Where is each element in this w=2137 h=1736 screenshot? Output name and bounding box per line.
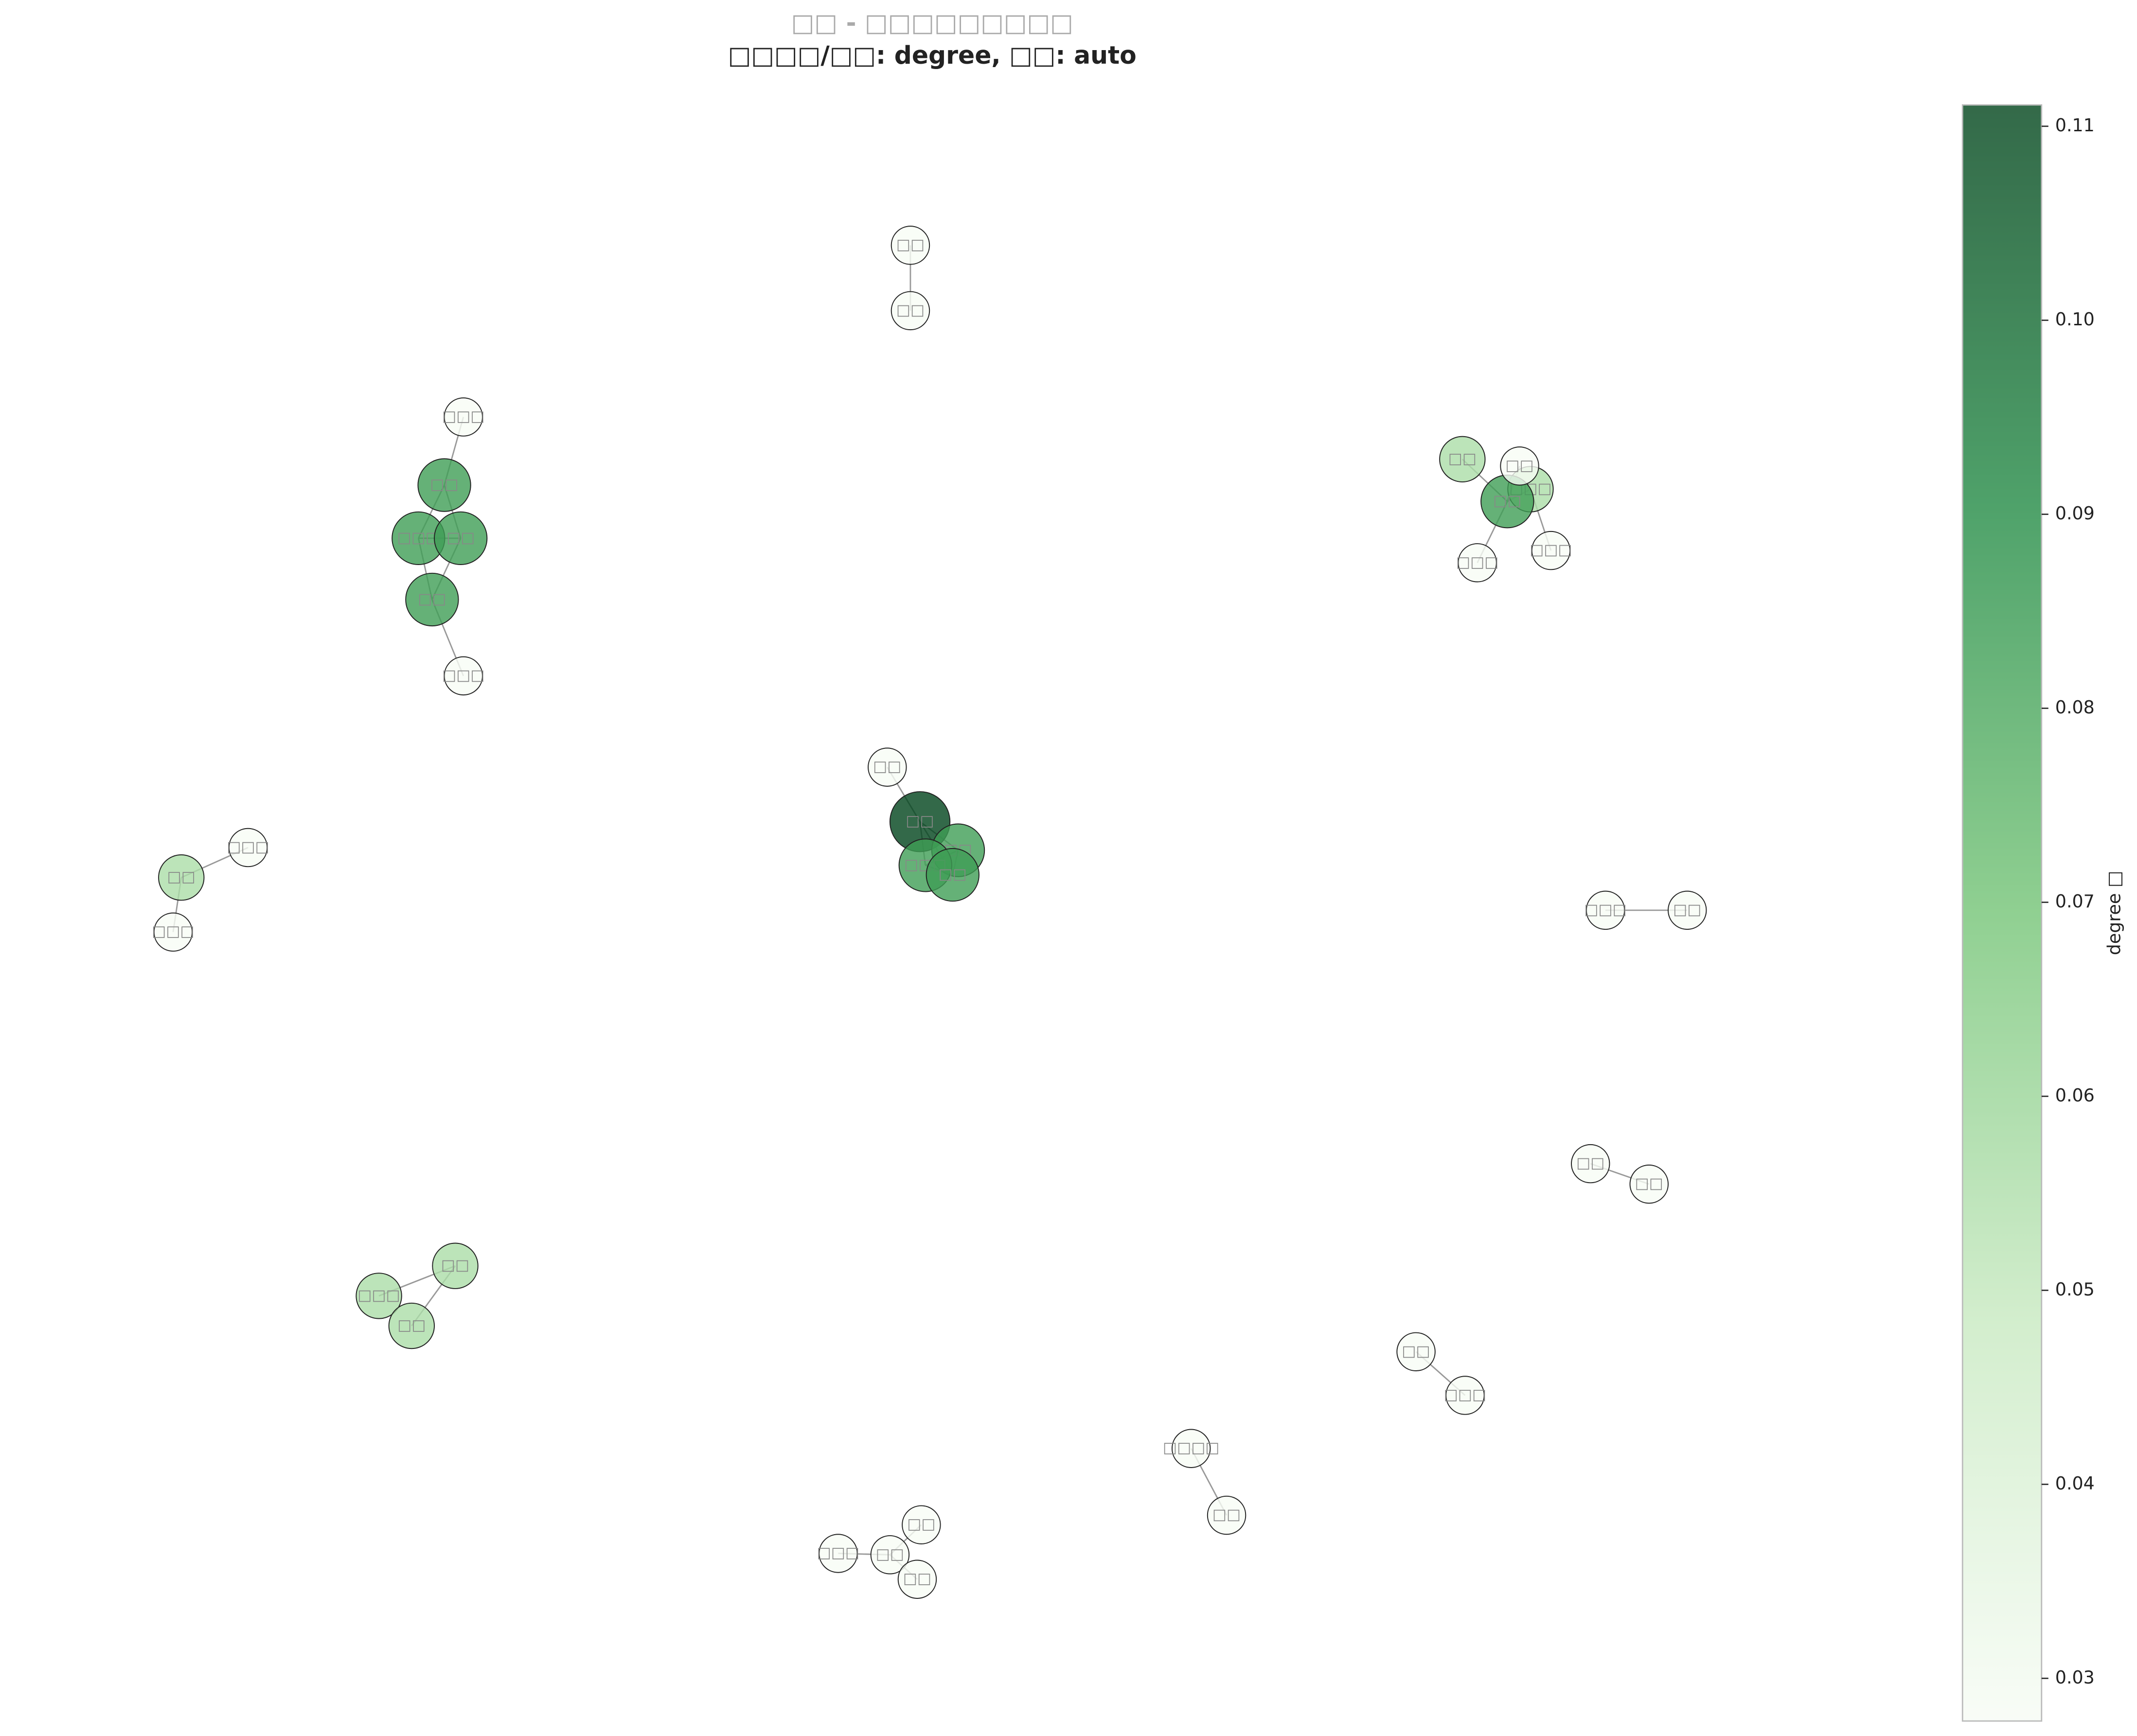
node-label: □□ xyxy=(446,529,475,546)
node xyxy=(1571,1144,1610,1184)
node-label: □□□ xyxy=(442,407,484,425)
node xyxy=(1458,543,1497,583)
node xyxy=(432,1242,479,1289)
node-label: □□□□ xyxy=(1163,1439,1219,1456)
node xyxy=(1531,531,1571,570)
colorbar-tick-label: 0.06 xyxy=(2055,1085,2095,1106)
node-label: □□ xyxy=(896,236,925,253)
node-label: □□ xyxy=(906,812,934,830)
node xyxy=(890,226,930,265)
node-label: □□ xyxy=(1493,492,1521,510)
node-label: □□ xyxy=(903,1570,931,1587)
node xyxy=(868,747,907,787)
node xyxy=(902,1505,941,1544)
node-label: □□ xyxy=(939,866,967,883)
colorbar-tick-label: 0.08 xyxy=(2055,697,2095,718)
node xyxy=(819,1534,858,1573)
colorbar-tick-label: 0.04 xyxy=(2055,1473,2095,1494)
node-label: □□ xyxy=(876,1545,904,1563)
node-label: □□□ xyxy=(1584,901,1626,918)
node-label: □□ xyxy=(167,868,196,886)
node-label: □□ xyxy=(418,590,446,607)
node xyxy=(1500,446,1539,486)
node xyxy=(417,458,471,512)
node xyxy=(158,854,205,901)
node-label: □□□ xyxy=(397,529,440,546)
node xyxy=(153,912,193,952)
node-label: □□□ xyxy=(1456,553,1498,571)
node-label: □□ xyxy=(1673,901,1701,918)
colorbar-fill xyxy=(1961,104,2043,1722)
node-label: □□□ xyxy=(227,838,269,855)
node-label: □□□ xyxy=(1444,1386,1486,1403)
colorbar-tick-label: 0.05 xyxy=(2055,1279,2095,1300)
node-label: □□ xyxy=(1576,1154,1604,1172)
node xyxy=(444,656,483,696)
colorbar-tick-label: 0.10 xyxy=(2055,309,2095,330)
colorbar-tick-label: 0.07 xyxy=(2055,891,2095,912)
node-label: □□ xyxy=(1402,1342,1430,1360)
node xyxy=(1667,890,1707,930)
node xyxy=(890,291,930,331)
node-label: □□ xyxy=(441,1257,469,1274)
colorbar: 0.03 0.04 0.05 0.06 0.07 0.08 0.09 0.10 0.11 xyxy=(1961,104,2095,1722)
node-label: □□ xyxy=(1448,450,1477,467)
node xyxy=(405,572,459,627)
node-label: □□ xyxy=(873,758,901,775)
node xyxy=(1445,1376,1485,1415)
node xyxy=(1629,1164,1669,1204)
node xyxy=(434,511,488,566)
node-label: □□ xyxy=(1505,457,1533,474)
node xyxy=(897,1559,937,1599)
colorbar-label: degree □ xyxy=(2104,871,2125,956)
colorbar-tick-label: 0.03 xyxy=(2055,1667,2095,1688)
node xyxy=(228,828,268,868)
node xyxy=(926,848,979,902)
node-label: □□□ xyxy=(152,922,194,940)
node xyxy=(1439,436,1486,483)
node-label: □□□ xyxy=(442,666,484,684)
chart-subtitle: □□□□/□□: degree, □□: auto xyxy=(728,41,1137,70)
node-label: □□ xyxy=(907,1515,935,1533)
node-label: □□ xyxy=(430,476,458,493)
node xyxy=(1585,890,1625,930)
nodes: □□□□□□□□□□□□ □□□□□□□□□□□□□□□□□□□□□□□□□□□□… xyxy=(152,226,1707,1599)
node-label: □□□ xyxy=(1530,541,1572,559)
node-label: □□□ xyxy=(817,1544,859,1561)
node xyxy=(1396,1332,1436,1371)
chart-title: □□ - □□□□□□□□□ xyxy=(791,8,1073,37)
colorbar-tick-label: 0.11 xyxy=(2055,115,2095,136)
node xyxy=(444,397,483,437)
node-label: □□ xyxy=(397,1316,426,1334)
node xyxy=(388,1302,435,1349)
node xyxy=(1207,1495,1247,1535)
colorbar-tick-label: 0.09 xyxy=(2055,503,2095,524)
node-label: □□ xyxy=(896,301,925,319)
node xyxy=(356,1273,402,1319)
node xyxy=(1171,1429,1211,1468)
node-label: □□□ xyxy=(357,1286,400,1304)
node-label: □□ xyxy=(1212,1506,1241,1523)
node xyxy=(870,1535,910,1575)
node-label: □□ xyxy=(1635,1175,1663,1192)
